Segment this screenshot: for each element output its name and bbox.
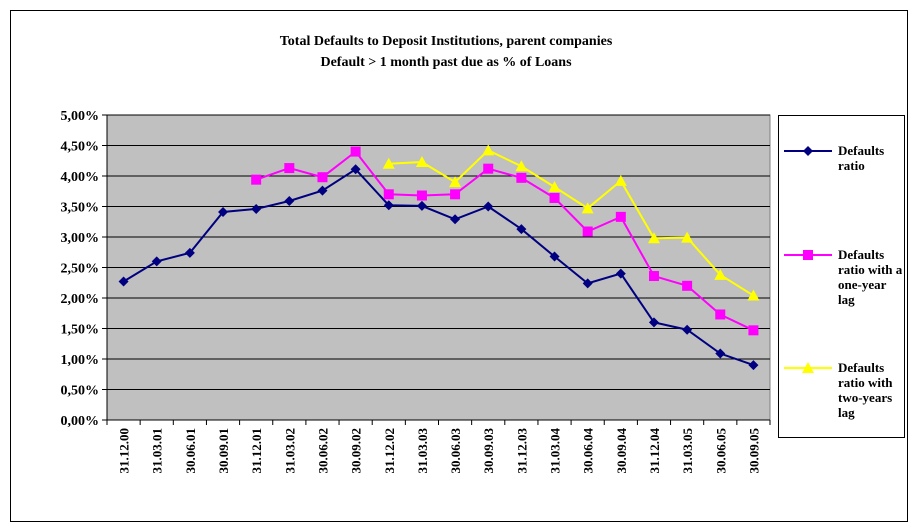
data-point	[715, 309, 726, 320]
data-point	[482, 144, 495, 156]
x-tick-label: 31.03.03	[415, 428, 430, 474]
x-tick-label: 31.12.00	[117, 428, 132, 474]
data-point	[747, 289, 760, 301]
x-tick-label: 30.06.03	[448, 428, 463, 474]
chart-title: Total Defaults to Deposit Institutions, …	[280, 34, 613, 49]
series-line	[388, 149, 754, 297]
series-line	[255, 150, 754, 332]
data-point	[284, 196, 295, 207]
data-point	[582, 278, 593, 289]
data-point	[184, 247, 195, 258]
y-tick-label: 0,50%	[61, 384, 100, 399]
y-tick-label: 3,50%	[61, 201, 100, 216]
data-point	[714, 268, 727, 280]
data-point	[549, 192, 560, 203]
data-point	[548, 180, 561, 192]
data-point	[450, 214, 461, 225]
data-point	[515, 160, 528, 172]
x-tick-label: 30.06.05	[713, 428, 728, 474]
y-tick-label: 2,00%	[61, 292, 100, 307]
data-point	[715, 348, 726, 359]
data-point	[450, 189, 461, 200]
data-point	[383, 200, 394, 211]
legend-label: Defaults ratio with two-years lag	[838, 360, 893, 420]
x-tick-label: 31.03.04	[548, 428, 563, 474]
y-tick-label: 1,00%	[61, 353, 100, 368]
x-tick-label: 30.09.04	[614, 428, 629, 474]
data-point	[350, 164, 361, 175]
data-point	[382, 157, 395, 169]
data-point	[581, 202, 594, 214]
data-point	[416, 190, 427, 201]
x-tick-label: 31.03.01	[150, 428, 165, 474]
y-tick-label: 2,50%	[61, 262, 100, 277]
data-point	[483, 201, 494, 212]
data-point	[383, 189, 394, 200]
x-tick-label: 30.09.05	[746, 428, 761, 474]
data-point	[614, 174, 627, 186]
data-point	[615, 268, 626, 279]
legend-box	[778, 115, 905, 438]
data-point	[317, 185, 328, 196]
y-tick-label: 4,50%	[61, 140, 100, 155]
x-tick-label: 30.09.01	[216, 428, 231, 474]
x-tick-label: 31.03.05	[680, 428, 695, 474]
x-tick-label: 31.12.01	[249, 428, 264, 474]
x-tick-label: 31.12.02	[382, 428, 397, 474]
data-point	[648, 317, 659, 328]
data-point	[682, 280, 693, 291]
data-point	[803, 250, 813, 260]
x-tick-label: 31.12.03	[514, 428, 529, 474]
x-tick-label: 30.09.03	[481, 427, 496, 473]
data-point	[748, 325, 759, 336]
x-tick-label: 30.09.02	[349, 428, 364, 474]
data-point	[582, 226, 593, 237]
data-point	[615, 211, 626, 222]
y-tick-label: 5,00%	[61, 109, 100, 124]
data-point	[350, 146, 361, 157]
data-point	[682, 324, 693, 335]
data-point	[483, 163, 494, 174]
data-point	[802, 362, 814, 373]
data-point	[218, 206, 229, 217]
data-point	[284, 163, 295, 174]
x-tick-label: 31.12.04	[647, 428, 662, 474]
data-point	[449, 176, 462, 188]
data-point	[118, 276, 129, 287]
data-point	[317, 172, 328, 183]
x-tick-label: 30.06.01	[183, 428, 198, 474]
data-point	[516, 172, 527, 183]
y-tick-label: 1,50%	[61, 323, 100, 338]
legend-label: Defaults ratio	[838, 143, 885, 173]
data-point	[251, 174, 262, 185]
data-point	[803, 146, 813, 156]
y-tick-label: 3,00%	[61, 231, 100, 246]
legend-label: Defaults ratio with a one-year lag	[838, 247, 903, 307]
data-point	[647, 232, 660, 244]
x-tick-label: 31.03.02	[282, 428, 297, 474]
data-point	[415, 155, 428, 167]
data-point	[681, 231, 694, 243]
data-point	[648, 271, 659, 282]
data-point	[748, 360, 759, 371]
data-point	[151, 256, 162, 267]
data-point	[549, 251, 560, 262]
series-line	[123, 167, 754, 367]
chart-subtitle: Default > 1 month past due as % of Loans	[320, 55, 572, 70]
x-tick-label: 30.06.02	[315, 428, 330, 474]
data-point	[251, 203, 262, 214]
y-tick-label: 0,00%	[61, 414, 100, 429]
y-tick-label: 4,00%	[61, 170, 100, 185]
data-point	[516, 224, 527, 235]
data-point	[416, 200, 427, 211]
x-tick-label: 30.06.04	[581, 428, 596, 474]
